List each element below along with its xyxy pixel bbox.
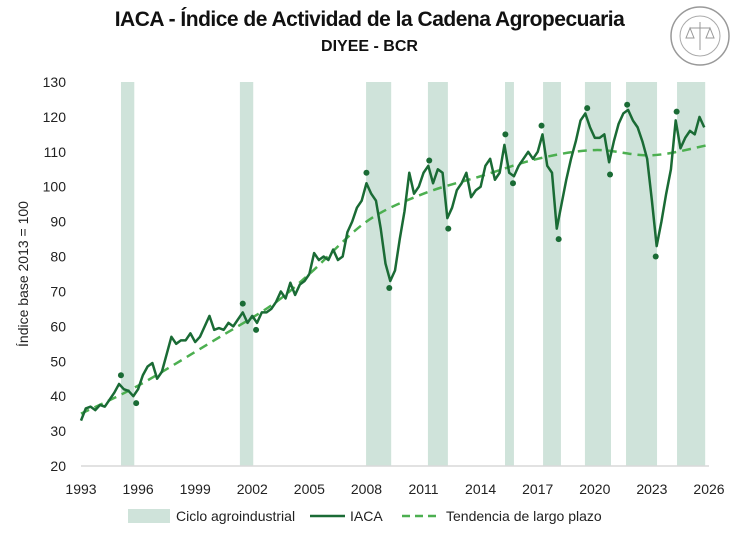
x-tick-label: 1993 (65, 481, 96, 497)
turning-point-marker (386, 284, 393, 291)
bcr-seal-logo (670, 6, 730, 66)
y-tick-label: 60 (50, 318, 66, 334)
x-tick-label: 1999 (180, 481, 211, 497)
x-tick-label: 2011 (408, 481, 438, 497)
turning-point-marker (584, 105, 591, 112)
turning-point-marker (538, 122, 545, 129)
cycle-band (543, 82, 561, 466)
cycle-band (584, 82, 611, 466)
x-tick-label: 1996 (123, 481, 154, 497)
y-tick-label: 40 (50, 388, 66, 404)
y-tick-label: 80 (50, 249, 66, 265)
turning-point-marker (426, 157, 433, 164)
y-tick-label: 90 (50, 214, 66, 230)
legend-cycle-label: Ciclo agroindustrial (176, 508, 295, 524)
x-tick-label: 2008 (351, 481, 382, 497)
legend-iaca-label: IACA (350, 508, 383, 524)
cycle-band (504, 82, 514, 466)
y-tick-label: 70 (50, 283, 66, 299)
turning-point-marker (652, 253, 659, 260)
cycle-band (366, 82, 392, 466)
x-tick-label: 2014 (465, 481, 496, 497)
turning-point-marker (555, 236, 562, 243)
turning-point-marker (673, 108, 680, 115)
legend: Ciclo agroindustrial IACA Tendencia de l… (128, 508, 602, 524)
y-tick-label: 130 (43, 74, 67, 90)
turning-point-marker (624, 101, 631, 108)
x-tick-label: 2002 (237, 481, 268, 497)
x-tick-label: 2026 (693, 481, 724, 497)
cycle-band (677, 82, 706, 466)
y-axis-label: Índice base 2013 = 100 (15, 201, 31, 347)
legend-cycle-swatch (128, 509, 170, 523)
turning-point-marker (509, 180, 516, 187)
y-tick-label: 30 (50, 423, 66, 439)
y-tick-label: 50 (50, 353, 66, 369)
turning-point-marker (502, 131, 509, 138)
trend-line (80, 143, 710, 415)
y-tick-label: 120 (43, 109, 67, 125)
cycle-band (626, 82, 658, 466)
y-tick-label: 110 (44, 144, 67, 160)
chart-title: IACA - Índice de Actividad de la Cadena … (114, 8, 625, 31)
turning-point-marker (445, 225, 452, 232)
turning-point-marker (239, 300, 246, 307)
cycle-band (239, 82, 254, 466)
turning-point-marker (253, 326, 260, 333)
iaca-line (79, 108, 706, 422)
turning-point-marker (133, 400, 140, 407)
cycle-band (427, 82, 448, 466)
x-tick-label: 2020 (579, 481, 610, 497)
chart-subtitle: DIYEE - BCR (321, 38, 418, 55)
turning-point-marker (117, 372, 124, 379)
y-tick-label: 20 (50, 458, 66, 474)
turning-point-marker (607, 171, 614, 178)
legend-trend-label: Tendencia de largo plazo (446, 508, 602, 524)
y-tick-label: 100 (43, 179, 67, 195)
x-tick-label: 2005 (294, 481, 325, 497)
x-tick-label: 2023 (636, 481, 667, 497)
turning-point-marker (363, 169, 370, 176)
cycle-band (120, 82, 135, 466)
x-tick-label: 2017 (522, 481, 553, 497)
